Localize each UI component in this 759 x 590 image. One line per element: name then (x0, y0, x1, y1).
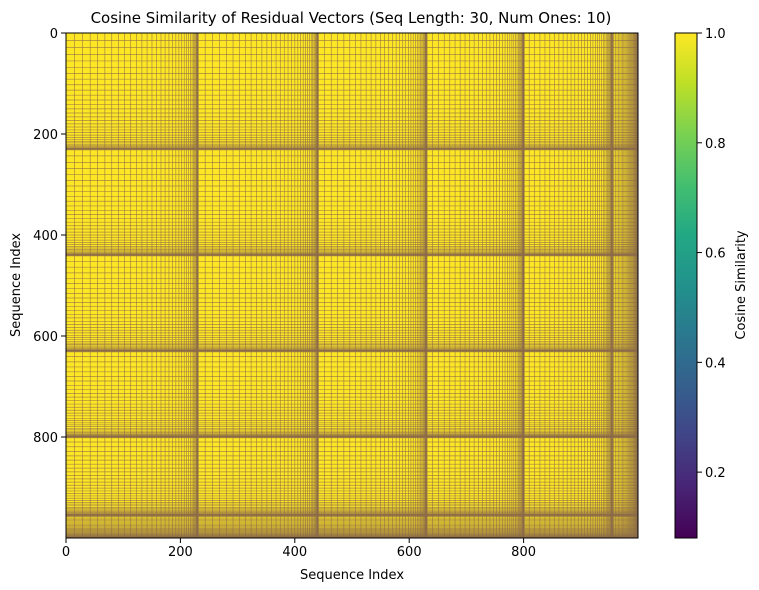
x-tick-label: 800 (511, 545, 536, 560)
colorbar-tick-label: 0.6 (705, 247, 726, 262)
y-tick-label: 800 (33, 431, 58, 446)
y-axis: 0 200 400 600 800 (33, 27, 66, 446)
y-tick-label: 600 (33, 330, 58, 345)
x-tick-label: 600 (397, 545, 422, 560)
y-tick-label: 400 (33, 229, 58, 244)
colorbar-axis: 0.2 0.4 0.6 0.8 1.0 (697, 27, 726, 481)
chart-title: Cosine Similarity of Residual Vectors (S… (91, 9, 612, 27)
x-axis-label: Sequence Index (300, 568, 404, 583)
y-tick-label: 200 (33, 128, 58, 143)
x-tick-label: 400 (282, 545, 307, 560)
x-tick-label: 200 (168, 545, 193, 560)
y-tick-label: 0 (50, 27, 58, 42)
colorbar-tick-label: 0.4 (705, 356, 726, 371)
y-axis-label: Sequence Index (9, 233, 24, 337)
colorbar (674, 32, 698, 539)
colorbar-tick-label: 0.2 (705, 466, 726, 481)
colorbar-label: Cosine Similarity (734, 230, 749, 340)
colorbar-tick-label: 0.8 (705, 137, 726, 152)
colorbar-tick-label: 1.0 (705, 27, 726, 42)
x-axis: 0 200 400 600 800 (62, 538, 536, 560)
plot-frame (65, 32, 639, 539)
x-tick-label: 0 (62, 545, 70, 560)
